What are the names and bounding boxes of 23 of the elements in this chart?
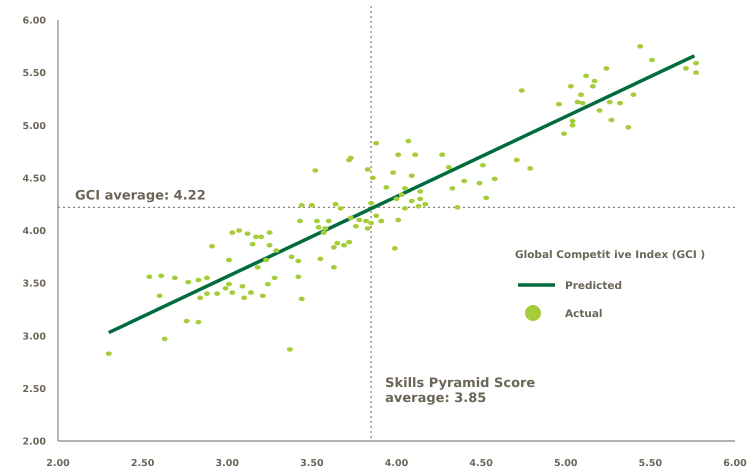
y-tick-label: 5.50 (22, 68, 46, 80)
y-tick-label: 6.00 (22, 16, 46, 26)
y-tick-label: 3.50 (22, 278, 46, 290)
x-tick-label: 2.50 (130, 458, 155, 469)
x-tick-label: 4.50 (469, 458, 494, 469)
x-tick-label: 4.00 (384, 458, 409, 469)
x-tick-label: 6.00 (723, 458, 747, 469)
x-tick-label: 3.50 (300, 458, 324, 469)
y-tick-label: 3.00 (22, 331, 46, 342)
legend-label: Actual (565, 308, 603, 320)
y-tick-label: 4.50 (22, 173, 46, 184)
x-tick-label: 2.00 (46, 458, 70, 469)
ref-line-label: Skills Pyramid Score average: 3.85 (385, 376, 536, 406)
y-tick-label: 5.00 (22, 120, 46, 132)
x-tick-label: 5.50 (638, 458, 662, 469)
legend-title: Global Competit ive Index (GCI ) (515, 249, 706, 261)
x-tick-label: 3.00 (216, 458, 240, 469)
x-tick-label: 5.00 (554, 458, 578, 469)
y-tick-label: 4.00 (22, 226, 46, 237)
y-tick-label: 2.00 (22, 436, 46, 448)
ref-line-label: GCI average: 4.22 (75, 188, 206, 204)
legend-label: Predicted (565, 280, 622, 292)
y-tick-label: 2.50 (22, 384, 46, 395)
